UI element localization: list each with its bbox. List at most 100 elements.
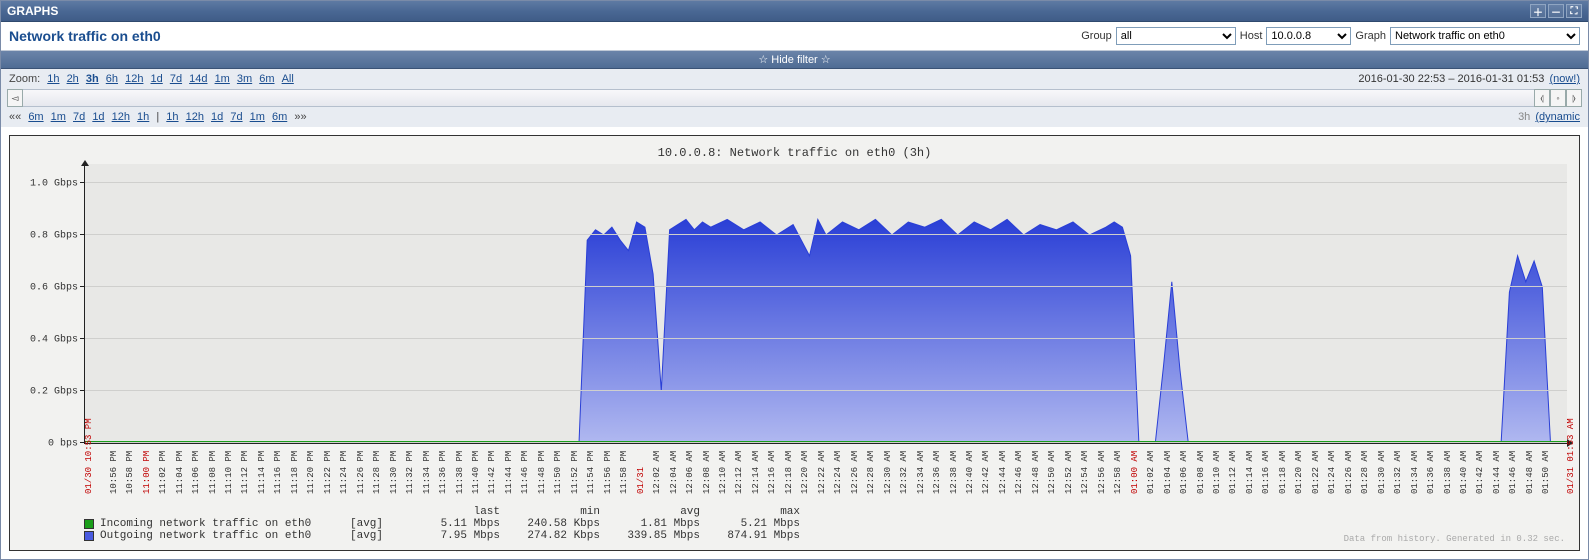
hide-filter-bar[interactable]: ☆ Hide filter ☆ xyxy=(1,51,1588,69)
zoom-options: Zoom: 1h 2h 3h 6h 12h 1d 7d 14d 1m 3m 6m… xyxy=(7,73,296,85)
x-tick: 12:22 AM xyxy=(817,451,827,494)
zoom-option-1d[interactable]: 1d xyxy=(151,73,163,85)
zoom-option-3h[interactable]: 3h xyxy=(86,73,99,85)
nav-pipe: | xyxy=(156,111,159,123)
gridline xyxy=(85,338,1567,339)
x-tick: 11:22 PM xyxy=(323,451,333,494)
nav-mode-link[interactable]: (dynamic xyxy=(1535,111,1580,123)
x-tick: 11:10 PM xyxy=(224,451,234,494)
x-tick: 11:48 PM xyxy=(537,451,547,494)
x-tick: 12:38 AM xyxy=(949,451,959,494)
slider-dot-icon[interactable]: ◦ xyxy=(1550,89,1566,107)
zoom-option-1h[interactable]: 1h xyxy=(47,73,59,85)
slider-row: ◅ ⦉ ◦ ⦊ xyxy=(7,87,1582,109)
nav-right-6m[interactable]: 6m xyxy=(272,111,287,123)
nav-row: «« 6m 1m 7d 1d 12h 1h | 1h 12h 1d 7d 1m … xyxy=(7,109,1582,125)
graphs-window: GRAPHS ＋ － ⛶ Network traffic on eth0 Gro… xyxy=(0,0,1589,560)
nav-left-1d[interactable]: 1d xyxy=(92,111,104,123)
zoom-option-6h[interactable]: 6h xyxy=(106,73,118,85)
maximize-icon[interactable]: ⛶ xyxy=(1566,4,1582,18)
nav-right-1h[interactable]: 1h xyxy=(166,111,178,123)
legend-name: Incoming network traffic on eth0 xyxy=(100,518,350,530)
zoom-option-14d[interactable]: 14d xyxy=(189,73,207,85)
x-tick: 01:44 AM xyxy=(1492,451,1502,494)
nav-right-7d[interactable]: 7d xyxy=(230,111,242,123)
host-select[interactable]: 10.0.0.8 xyxy=(1266,27,1351,45)
x-tick: 11:20 PM xyxy=(306,451,316,494)
x-tick: 11:30 PM xyxy=(389,451,399,494)
plot-area[interactable] xyxy=(84,164,1567,444)
x-tick: 12:56 AM xyxy=(1097,451,1107,494)
x-tick: 10:56 PM xyxy=(109,451,119,494)
slider-step-right-icon[interactable]: ⦊ xyxy=(1566,89,1582,107)
group-label: Group xyxy=(1081,30,1112,42)
host-label: Host xyxy=(1240,30,1263,42)
legend-min: 240.58 Kbps xyxy=(500,518,600,530)
zoom-option-2h[interactable]: 2h xyxy=(67,73,79,85)
chart-wrapper: 10.0.0.8: Network traffic on eth0 (3h) 0… xyxy=(1,127,1588,559)
add-icon[interactable]: ＋ xyxy=(1530,4,1546,18)
x-tick: 11:08 PM xyxy=(208,451,218,494)
x-tick: 12:24 AM xyxy=(833,451,843,494)
time-range: 2016-01-30 22:53 – 2016-01-31 01:53 (now… xyxy=(1358,73,1582,85)
zoom-option-6m[interactable]: 6m xyxy=(259,73,274,85)
zoom-option-7d[interactable]: 7d xyxy=(170,73,182,85)
x-tick: 01:32 AM xyxy=(1393,451,1403,494)
nav-right-1d[interactable]: 1d xyxy=(211,111,223,123)
time-slider[interactable] xyxy=(23,89,1534,107)
gridline xyxy=(85,442,1567,443)
x-tick: 12:42 AM xyxy=(981,451,991,494)
x-tick: 12:06 AM xyxy=(685,451,695,494)
titlebar: GRAPHS ＋ － ⛶ xyxy=(1,1,1588,22)
group-select[interactable]: all xyxy=(1116,27,1236,45)
chart-plot: 0 bps0.2 Gbps0.4 Gbps0.6 Gbps0.8 Gbps1.0… xyxy=(22,164,1567,444)
nav-left-7d[interactable]: 7d xyxy=(73,111,85,123)
nav-left-1m[interactable]: 1m xyxy=(51,111,66,123)
x-tick: 01:42 AM xyxy=(1475,451,1485,494)
window-title: GRAPHS xyxy=(7,4,58,18)
x-tick: 11:24 PM xyxy=(339,451,349,494)
minimize-icon[interactable]: － xyxy=(1548,4,1564,18)
gridline xyxy=(85,286,1567,287)
y-tick: 0.2 Gbps xyxy=(30,387,78,398)
legend-last: 5.11 Mbps xyxy=(400,518,500,530)
x-tick: 01:18 AM xyxy=(1278,451,1288,494)
nav-right-12h[interactable]: 12h xyxy=(186,111,204,123)
legend-max: 874.91 Mbps xyxy=(700,530,800,542)
legend-avg: 339.85 Mbps xyxy=(600,530,700,542)
x-tick: 12:08 AM xyxy=(702,451,712,494)
slider-left-icon[interactable]: ◅ xyxy=(7,89,23,107)
zoom-option-All[interactable]: All xyxy=(282,73,294,85)
x-tick: 11:02 PM xyxy=(158,451,168,494)
x-tick: 01:14 AM xyxy=(1245,451,1255,494)
graph-select[interactable]: Network traffic on eth0 xyxy=(1390,27,1580,45)
x-tick: 01:00 AM xyxy=(1130,451,1140,494)
zoom-option-12h[interactable]: 12h xyxy=(125,73,143,85)
x-tick: 01/31 xyxy=(636,467,646,494)
x-tick: 12:46 AM xyxy=(1014,451,1024,494)
x-tick: 12:48 AM xyxy=(1031,451,1041,494)
nav-left-6m[interactable]: 6m xyxy=(28,111,43,123)
y-tick: 1.0 Gbps xyxy=(30,179,78,190)
legend-header-col: last xyxy=(400,506,500,518)
slider-step-left-icon[interactable]: ⦉ xyxy=(1534,89,1550,107)
x-tick: 11:12 PM xyxy=(240,451,250,494)
x-tick: 12:10 AM xyxy=(718,451,728,494)
legend-min: 274.82 Kbps xyxy=(500,530,600,542)
x-tick: 11:40 PM xyxy=(471,451,481,494)
legend-agg: [avg] xyxy=(350,518,400,530)
time-now-link[interactable]: (now!) xyxy=(1549,73,1580,85)
nav-left-12h[interactable]: 12h xyxy=(112,111,130,123)
x-tick: 01:10 AM xyxy=(1212,451,1222,494)
filter-controls: Group all Host 10.0.0.8 Graph Network tr… xyxy=(1081,27,1580,45)
graph-label: Graph xyxy=(1355,30,1386,42)
y-tick: 0.6 Gbps xyxy=(30,283,78,294)
zoom-option-3m[interactable]: 3m xyxy=(237,73,252,85)
x-tick: 11:28 PM xyxy=(372,451,382,494)
x-tick: 12:12 AM xyxy=(734,451,744,494)
nav-left-1h[interactable]: 1h xyxy=(137,111,149,123)
x-tick: 01/30 10:53 PM xyxy=(84,418,94,494)
zoom-option-1m[interactable]: 1m xyxy=(215,73,230,85)
nav-right-1m[interactable]: 1m xyxy=(250,111,265,123)
zoom-row: Zoom: 1h 2h 3h 6h 12h 1d 7d 14d 1m 3m 6m… xyxy=(7,71,1582,87)
